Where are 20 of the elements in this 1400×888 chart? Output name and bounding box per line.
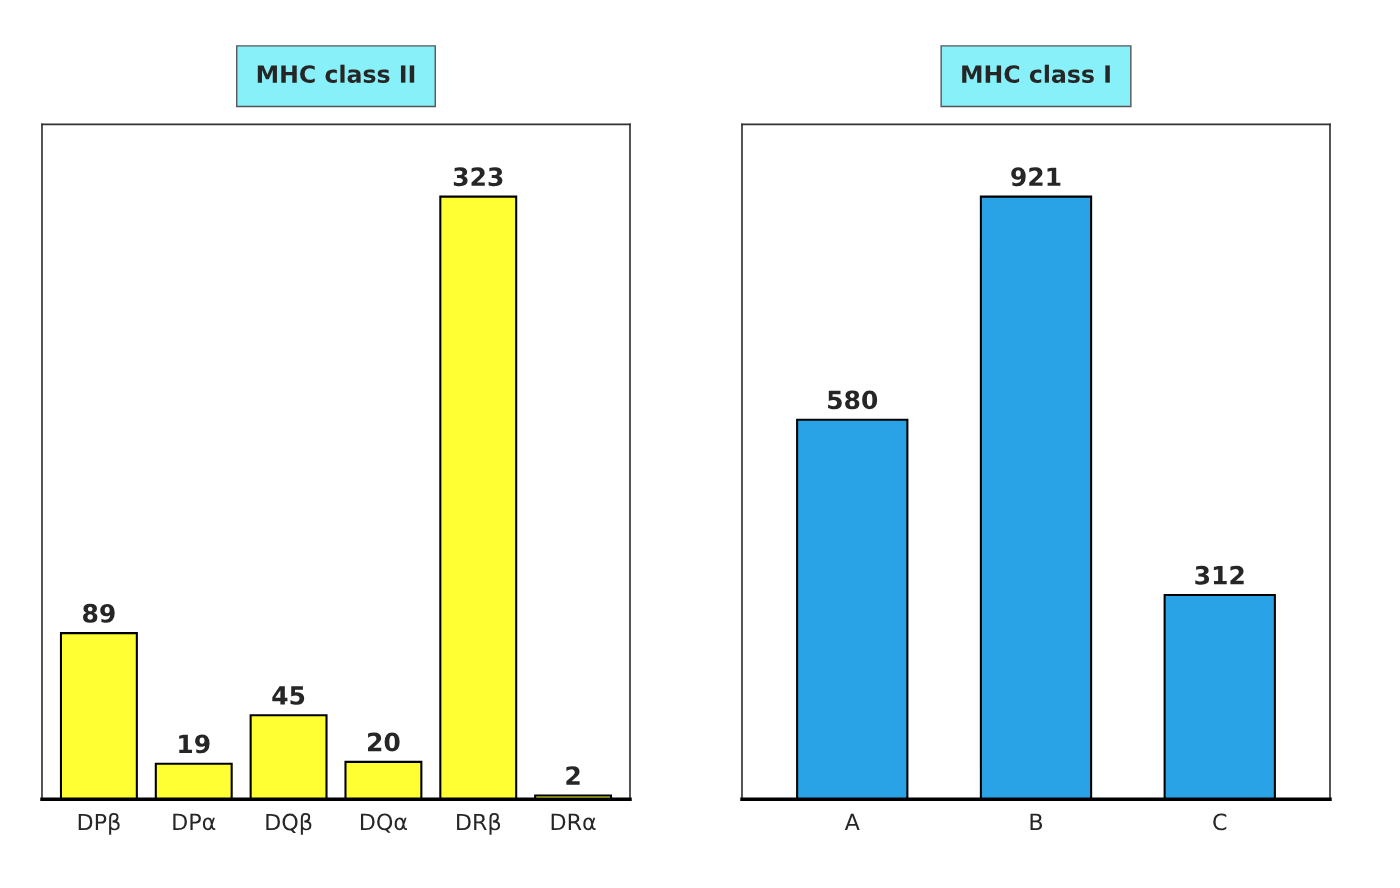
x-tick-label: A [844, 813, 860, 830]
data-label: 312 [1195, 565, 1244, 585]
data-label: 20 [368, 732, 400, 752]
x-tick-label: B [1030, 813, 1043, 830]
data-label: 2 [566, 766, 580, 785]
data-label: 19 [179, 734, 210, 754]
chart-title: MHC class I [962, 64, 1110, 83]
chart-title: MHC class II [257, 64, 415, 83]
data-label: 921 [1011, 167, 1061, 187]
x-tick-label: DRα [551, 813, 596, 831]
data-label: 323 [453, 167, 503, 187]
x-tick-label: DPα [173, 813, 216, 831]
x-tick-label: DPβ [78, 813, 120, 835]
x-tick-label: C [1213, 813, 1227, 831]
x-tick-label: DQβ [266, 813, 312, 835]
data-label: 45 [272, 686, 305, 705]
data-label: 580 [828, 390, 878, 410]
x-tick-label: DQα [360, 813, 407, 833]
x-tick-label: DRβ [457, 813, 501, 835]
data-label: 89 [83, 603, 115, 623]
